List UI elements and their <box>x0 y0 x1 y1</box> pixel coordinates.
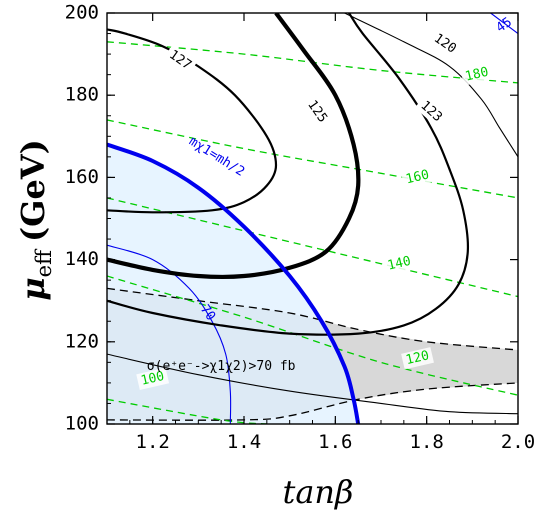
y-axis-title-unit: (GeV) <box>14 139 52 242</box>
green-label-bg-140 <box>382 252 416 275</box>
higgs-half-label: mχ1=mh/2 <box>186 134 247 180</box>
higgs-half-boundary <box>107 142 361 424</box>
x-tick-label: 1.4 <box>227 431 261 453</box>
cross-section-label: σ(e⁺e⁻->χ1χ2)>70 fb <box>147 359 296 374</box>
green-contour-label-100: 100 <box>140 369 166 389</box>
x-tick-label: 2.0 <box>501 431 535 453</box>
y-tick-label: 100 <box>65 413 99 435</box>
higgs-mass-label-bg-120 <box>428 28 462 59</box>
y-tick-label: 180 <box>65 84 99 106</box>
higgs-mass-contour-unlabeled-4 <box>107 353 518 415</box>
x-tick-label: 1.2 <box>136 431 170 453</box>
higgs-half-region-fill <box>107 144 359 424</box>
green-label-bg-100 <box>136 367 170 390</box>
green-contour-160 <box>107 119 518 199</box>
green-contour-100 <box>107 398 267 424</box>
green-label-bg-120 <box>401 347 434 370</box>
higgs-mass-contour-120 <box>344 13 518 158</box>
green-contour-label-140: 140 <box>386 254 412 274</box>
y-tick-label: 120 <box>65 330 99 352</box>
higgs-mass-label-bg-123 <box>414 95 448 128</box>
green-contour-label-120: 120 <box>404 348 430 368</box>
blue-contour-70 <box>107 244 232 424</box>
cross-section-band-lower <box>107 382 518 421</box>
y-axis-title: μeff (GeV) <box>14 139 56 301</box>
green-label-bg-180 <box>460 63 494 86</box>
blue-contour-45 <box>490 13 518 35</box>
x-tick-label: 1.8 <box>410 431 444 453</box>
y-tick-label: 200 <box>65 2 99 24</box>
higgs-mass-contour-125 <box>107 13 361 280</box>
y-axis-title-symbol: μ <box>14 277 52 300</box>
y-axis-title-subscript: eff <box>32 248 56 277</box>
blue-contour-label-45: 45 <box>494 15 515 36</box>
blue-contour-label-70: 70 <box>197 302 218 323</box>
cross-section-band-upper <box>107 287 518 351</box>
x-axis-title: tanβ <box>282 473 353 511</box>
higgs-mass-contour-127 <box>107 28 278 214</box>
y-tick-label: 160 <box>65 166 99 188</box>
y-tick-label: 140 <box>65 248 99 270</box>
higgs-mass-contour-123 <box>107 13 470 336</box>
higgs-mass-label-bg-127 <box>163 45 197 76</box>
x-tick-label: 1.6 <box>318 431 352 453</box>
higgs-mass-label-bg-125 <box>301 94 333 129</box>
tick-labels: 1.2 1.4 1.6 1.8 2.0 100 120 140 160 180 200 <box>65 2 535 454</box>
green-contour-120 <box>107 275 518 396</box>
axis-ticks <box>106 12 519 425</box>
green-contour-label-180: 180 <box>464 65 490 85</box>
green-contour-label-160: 160 <box>404 167 430 187</box>
green-label-bg-160 <box>401 166 434 189</box>
